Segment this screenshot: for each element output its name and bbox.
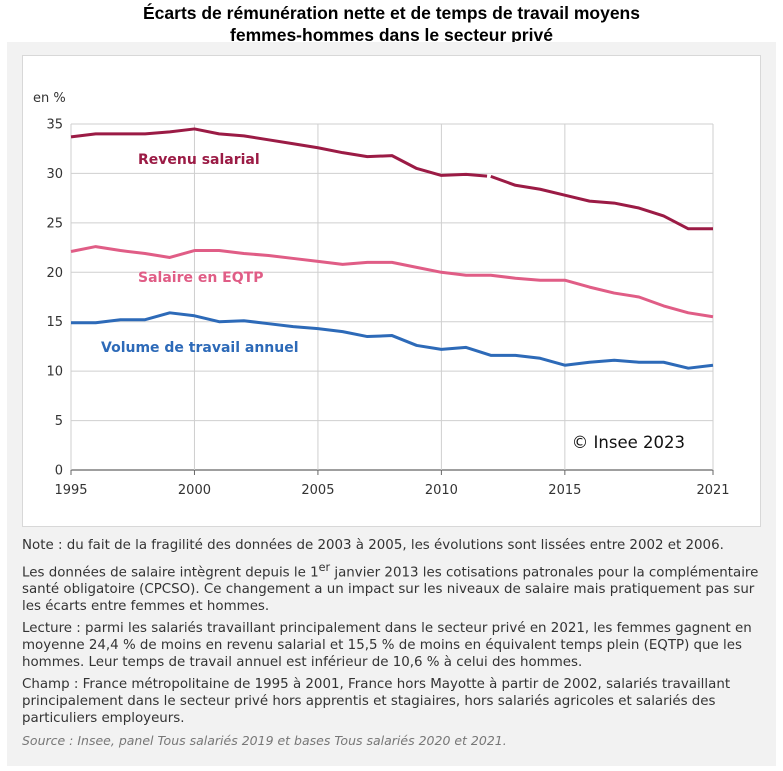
champ-text: Champ : France métropolitaine de 1995 à …	[22, 677, 731, 727]
figure-notes: Note : du fait de la fragilité des donné…	[22, 537, 767, 754]
y-tick-label: 35	[46, 118, 63, 133]
x-tick-label: 2005	[301, 483, 334, 498]
y-tick-label: 20	[46, 266, 63, 281]
y-tick-label: 25	[46, 216, 63, 231]
y-tick-label: 15	[46, 315, 63, 330]
source-text: Source : Insee, panel Tous salariés 2019…	[22, 733, 507, 749]
chart-title: Écarts de rémunération nette et de temps…	[0, 2, 783, 46]
y-tick-label: 30	[46, 167, 63, 182]
data-change-text: Les données de salaire intègrent depuis …	[22, 559, 767, 615]
series-label: Volume de travail annuel	[101, 340, 299, 356]
series-line	[70, 127, 488, 178]
copyright-watermark: © Insee 2023	[572, 433, 685, 452]
y-axis-label: en %	[33, 91, 66, 106]
y-tick-label: 5	[55, 414, 63, 429]
x-tick-label: 2021	[696, 483, 729, 498]
line-chart: 0 5 10 15 20 25 30 35 1995 2000 2005 2010 2015 2021 en…	[33, 91, 730, 498]
series-line	[490, 174, 713, 231]
y-tick-label: 10	[46, 365, 63, 380]
data-change-start: Les données de salaire intègrent depuis …	[22, 565, 319, 581]
series-line	[71, 311, 714, 370]
x-tick-label: 2010	[425, 483, 458, 498]
x-tick-label: 1995	[54, 483, 87, 498]
lecture-text: Lecture : parmi les salariés travaillant…	[22, 621, 752, 671]
series-label: Salaire en EQTP	[138, 270, 263, 286]
y-tick-label: 0	[55, 464, 63, 479]
chart-area: 0 5 10 15 20 25 30 35 1995 2000 2005 2010 2015 2021 en…	[22, 55, 761, 527]
chart-title-line-2: femmes-hommes dans le secteur privé	[230, 25, 553, 45]
x-tick-label: 2015	[548, 483, 581, 498]
chart-title-line-1: Écarts de rémunération nette et de temps…	[143, 3, 640, 23]
x-tick-label: 2000	[178, 483, 211, 498]
data-change-superscript: er	[318, 561, 331, 574]
series-line	[70, 245, 714, 319]
note-text: Note : du fait de la fragilité des donné…	[22, 538, 724, 553]
series-label: Revenu salarial	[138, 152, 260, 168]
data-change-end: janvier 2013 les cotisations patronales …	[22, 565, 759, 615]
